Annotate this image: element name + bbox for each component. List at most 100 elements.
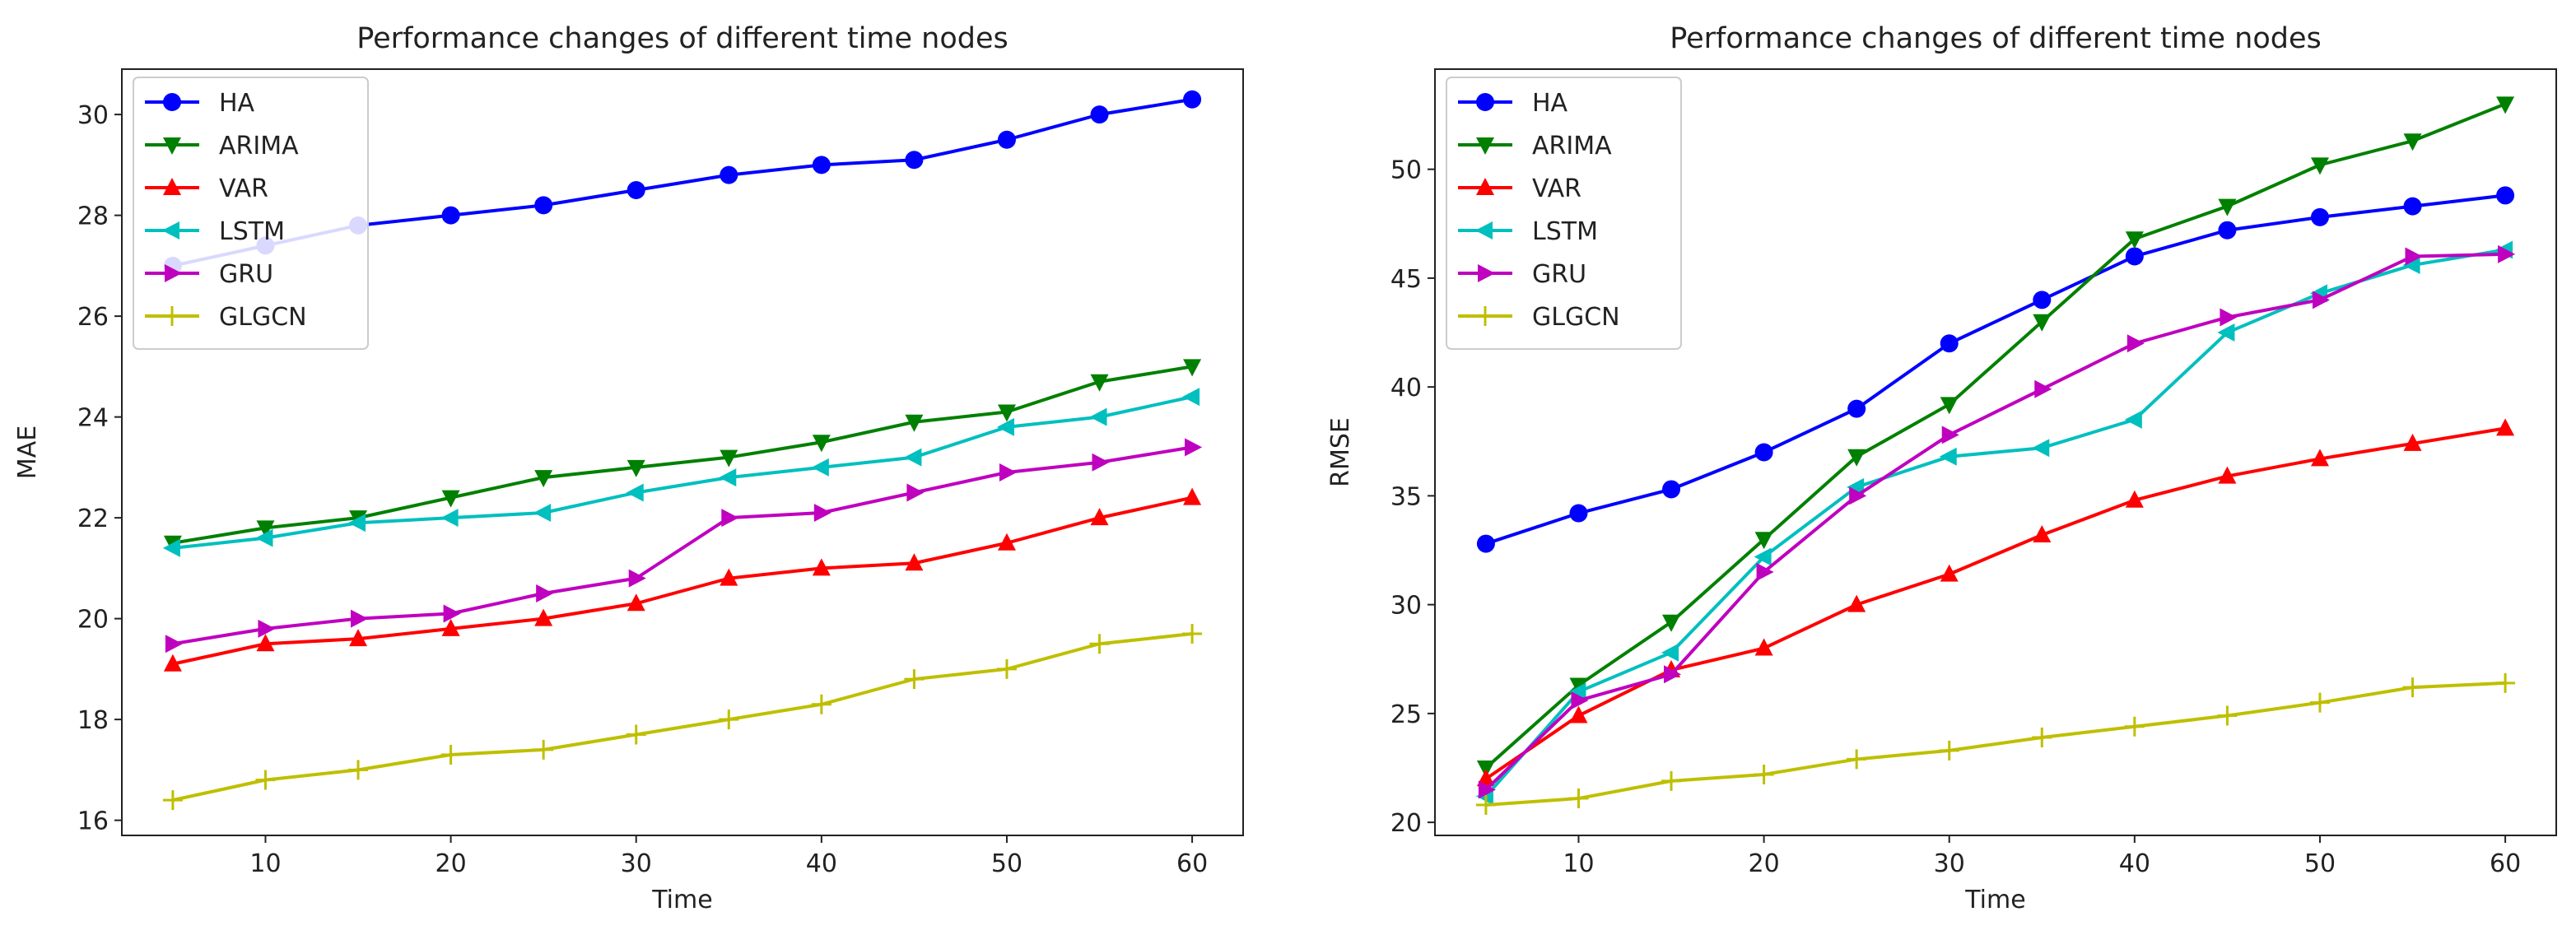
rmse-data-point-ha: [2310, 207, 2329, 226]
mae-y-tick-label: 20: [77, 606, 109, 635]
mae-data-point-arima: [256, 520, 275, 538]
rmse-legend-label: GLGCN: [1532, 303, 1620, 332]
mae-legend-item-ha: HA: [145, 89, 255, 118]
mae-data-point-ha: [534, 196, 553, 215]
mae-data-point-var: [1183, 487, 1202, 505]
mae-legend-item-gru: GRU: [145, 260, 273, 289]
mae-data-point-ha: [720, 165, 738, 184]
rmse-data-point-glgcn: [2032, 727, 2052, 747]
mae-y-axis-label: MAE: [13, 426, 42, 479]
rmse-data-point-glgcn: [1939, 740, 1959, 761]
mae-y-tick-label: 16: [77, 807, 109, 836]
rmse-data-point-gru: [2126, 334, 2145, 353]
mae-data-point-lstm: [1182, 388, 1200, 407]
mae-x-tick-label: 10: [249, 849, 281, 878]
mae-legend-item-var: VAR: [145, 174, 268, 203]
mae-data-point-var: [997, 533, 1016, 551]
mae-data-point-gru: [906, 483, 925, 502]
mae-data-point-var: [905, 553, 924, 571]
rmse-y-tick-label: 30: [1390, 592, 1422, 621]
mae-data-point-lstm: [904, 448, 922, 467]
rmse-x-tick-label: 50: [2304, 849, 2336, 878]
rmse-data-point-var: [2033, 525, 2052, 543]
rmse-data-point-glgcn: [1568, 788, 1589, 809]
rmse-data-point-gru: [1756, 562, 1774, 581]
mae-data-point-glgcn: [162, 790, 183, 811]
rmse-data-point-var: [1569, 705, 1588, 723]
mae-data-point-var: [627, 593, 645, 612]
rmse-y-tick-label: 20: [1390, 809, 1422, 838]
mae-data-point-ha: [997, 130, 1016, 149]
mae-data-point-lstm: [348, 514, 366, 533]
rmse-series-lstm: [1475, 240, 2513, 806]
mae-data-point-ha: [441, 206, 460, 225]
rmse-data-point-ha: [1569, 504, 1588, 523]
mae-axes-frame: [121, 68, 1244, 836]
rmse-data-point-arima: [2496, 96, 2515, 114]
rmse-data-point-ha: [1847, 399, 1866, 418]
rmse-y-tick-label: 50: [1390, 156, 1422, 185]
rmse-data-point-var: [2125, 490, 2144, 508]
rmse-legend-marker: [1476, 137, 1494, 155]
rmse-axes-frame: [1434, 68, 2557, 836]
mae-data-point-gru: [443, 604, 461, 623]
mae-series-glgcn: [162, 624, 1203, 811]
rmse-data-point-arima: [2125, 231, 2144, 249]
rmse-data-point-lstm: [2402, 256, 2420, 275]
mae-series-var: [163, 487, 1202, 672]
mae-data-point-arima: [997, 404, 1016, 422]
rmse-series-line-gru: [1484, 252, 2506, 791]
mae-data-point-gru: [258, 619, 276, 638]
rmse-data-point-arima: [2033, 314, 2052, 332]
mae-legend-label: ARIMA: [219, 132, 299, 160]
rmse-data-point-glgcn: [2124, 716, 2145, 737]
rmse-data-point-gru: [1478, 780, 1496, 799]
rmse-data-point-glgcn: [1847, 749, 1867, 770]
rmse-y-tick-label: 25: [1390, 700, 1422, 729]
mae-chart: Performance changes of different time no…: [13, 22, 1244, 914]
rmse-data-point-var: [2403, 433, 2422, 451]
mae-data-point-arima: [1183, 359, 1202, 377]
rmse-x-axis-label: Time: [1964, 886, 2025, 914]
mae-data-point-var: [441, 618, 460, 636]
rmse-data-point-ha: [2033, 291, 2052, 309]
mae-data-point-var: [163, 654, 182, 672]
rmse-data-point-ha: [1476, 534, 1495, 553]
mae-series-gru: [165, 438, 1203, 654]
rmse-series-ha: [1476, 186, 2515, 553]
mae-legend-marker: [162, 221, 179, 240]
rmse-legend-label: HA: [1532, 89, 1568, 118]
mae-legend-label: GLGCN: [219, 303, 307, 332]
mae-legend-item-glgcn: GLGCN: [145, 303, 307, 332]
mae-data-point-arima: [534, 470, 553, 488]
mae-data-point-var: [720, 568, 738, 586]
mae-data-point-glgcn: [811, 694, 831, 714]
mae-data-point-glgcn: [533, 739, 554, 760]
rmse-y-tick-label: 40: [1390, 374, 1422, 402]
rmse-data-point-var: [2218, 466, 2237, 484]
rmse-data-point-glgcn: [2402, 677, 2423, 698]
mae-data-point-glgcn: [1089, 634, 1110, 654]
rmse-legend-item-arima: ARIMA: [1458, 132, 1612, 160]
mae-y-tick-label: 30: [77, 101, 109, 130]
rmse-data-point-ha: [1662, 480, 1681, 499]
mae-x-tick-label: 30: [621, 849, 652, 878]
mae-y-tick-label: 26: [77, 303, 109, 332]
rmse-data-point-gru: [1849, 486, 1867, 505]
rmse-legend-marker: [1476, 178, 1494, 195]
mae-data-point-var: [256, 634, 275, 652]
mae-data-point-arima: [627, 459, 645, 477]
mae-series-line-var: [172, 495, 1193, 666]
mae-data-point-gru: [999, 463, 1017, 481]
mae-data-point-lstm: [1089, 407, 1107, 426]
mae-x-tick-label: 40: [806, 849, 837, 878]
mae-data-point-lstm: [996, 417, 1014, 436]
mae-data-point-glgcn: [440, 745, 461, 765]
mae-data-point-ha: [812, 156, 831, 174]
rmse-legend-marker: [1475, 306, 1495, 326]
rmse-data-point-gru: [1941, 426, 1959, 444]
rmse-data-point-arima: [2310, 157, 2329, 175]
mae-legend-marker: [163, 178, 181, 195]
rmse-data-point-gru: [1571, 691, 1589, 710]
